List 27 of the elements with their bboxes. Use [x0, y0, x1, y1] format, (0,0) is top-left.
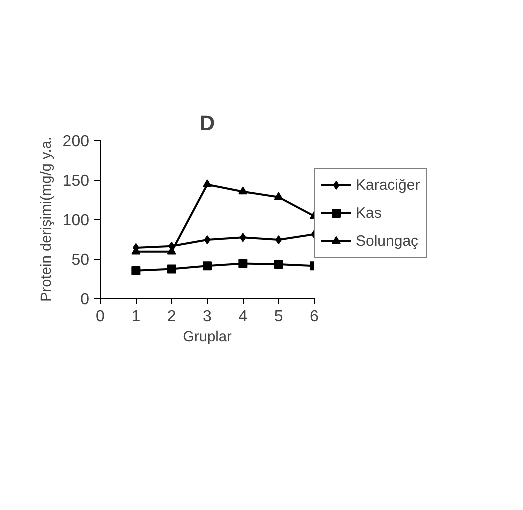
y-tick-label: 50 [72, 252, 90, 269]
x-tick-label: 6 [310, 308, 320, 326]
x-tick-label: 5 [274, 308, 284, 326]
point [204, 236, 211, 245]
point [274, 260, 284, 270]
point [203, 180, 212, 188]
point [203, 262, 212, 271]
y-axis-title: Protein derişimi(mg/g y.a. [38, 136, 55, 302]
y-tick-label: 0 [80, 292, 90, 308]
x-tick-label: 4 [238, 308, 248, 326]
point [274, 192, 284, 200]
point [238, 259, 248, 268]
x-tick-label: 0 [96, 308, 106, 326]
chart-title: D [200, 112, 216, 136]
x-axis-title: Gruplar [183, 330, 232, 346]
y-tick-label: 100 [62, 212, 90, 230]
x-tick-label: 2 [167, 308, 176, 326]
y-tick-label: 150 [62, 173, 90, 190]
point [132, 266, 141, 276]
x-tick-label: 1 [132, 308, 141, 326]
legend-label: Solungaç [356, 232, 419, 250]
point [238, 186, 248, 195]
point [167, 264, 176, 274]
legend-label: Karaciğer [356, 176, 420, 194]
legend-label: Kas [356, 204, 383, 222]
x-tick-label: 3 [203, 308, 212, 326]
y-tick-label: 200 [62, 134, 90, 150]
